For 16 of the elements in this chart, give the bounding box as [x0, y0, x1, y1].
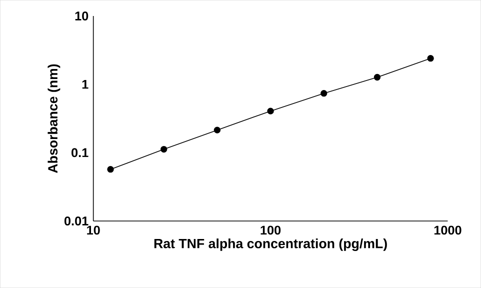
- x-tick-label: 1000: [434, 226, 462, 235]
- point: [160, 146, 168, 153]
- point: [427, 55, 434, 62]
- x-tick-label: 10: [87, 226, 100, 235]
- y-axis-title: Absorbance (nm): [48, 64, 60, 173]
- point: [267, 108, 274, 114]
- y-tick-label: 1: [82, 80, 88, 89]
- x-tick-label: 100: [260, 226, 281, 235]
- point: [320, 90, 328, 97]
- x-axis-title: Rat TNF alpha concentration (pg/mL): [154, 238, 387, 251]
- y-tick-label: 0.1: [72, 148, 88, 158]
- point: [107, 166, 114, 173]
- y-tick-label: 0.01: [64, 216, 88, 226]
- point: [374, 74, 381, 81]
- point: [214, 126, 221, 134]
- y-tick-label: 10: [75, 12, 88, 20]
